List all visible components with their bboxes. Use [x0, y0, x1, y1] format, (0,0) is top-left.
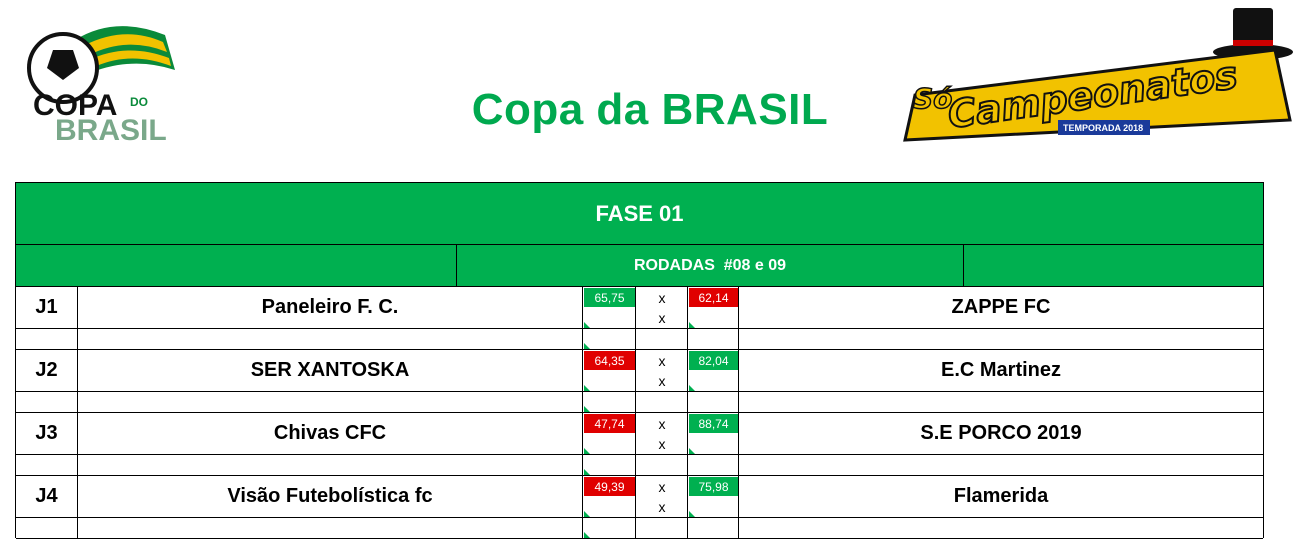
svg-text:BRASIL: BRASIL	[55, 114, 167, 145]
rounds-header-row: RODADAS #08 e 09	[16, 245, 1263, 287]
home-team: Paneleiro F. C.	[78, 287, 583, 329]
home-score: 47,74	[584, 414, 635, 433]
match-spacer	[16, 518, 78, 539]
away-team: E.C Martinez	[739, 350, 1263, 392]
away-team: Flamerida	[739, 476, 1263, 518]
match-id: J2	[16, 350, 78, 392]
cell-marker-icon	[689, 385, 695, 391]
away-score: 88,74	[689, 414, 738, 433]
cell-marker-icon	[584, 469, 590, 475]
svg-text:Só: Só	[913, 82, 952, 115]
copa-do-brasil-logo: COPA DO BRASIL	[15, 10, 230, 147]
versus-mark: x	[658, 290, 666, 306]
away-spacer	[739, 455, 1263, 476]
cell-marker-icon	[584, 322, 590, 328]
cell-marker-icon	[689, 448, 695, 454]
away-score-spacer	[688, 518, 739, 539]
separator-spacer	[636, 455, 688, 476]
cell-marker-icon	[584, 406, 590, 412]
cell-marker-icon	[584, 448, 590, 454]
versus-mark: x	[658, 499, 666, 515]
home-score-spacer	[583, 518, 636, 539]
page-title: Copa da BRASIL	[471, 85, 829, 134]
so-campeonatos-logo: Só Campeonatos TEMPORADA 2018	[895, 0, 1300, 160]
versus-mark: x	[658, 436, 666, 452]
versus-mark: x	[658, 479, 666, 495]
home-spacer	[78, 455, 583, 476]
svg-text:DO: DO	[130, 95, 148, 109]
home-score: 49,39	[584, 477, 635, 496]
away-score: 82,04	[689, 351, 738, 370]
away-score: 75,98	[689, 477, 738, 496]
cell-marker-icon	[689, 511, 695, 517]
versus-mark: x	[658, 373, 666, 389]
home-team: Chivas CFC	[78, 413, 583, 455]
cell-marker-icon	[584, 532, 590, 538]
separator-cell	[636, 287, 688, 329]
separator-cell	[636, 350, 688, 392]
home-score: 65,75	[584, 288, 635, 307]
home-score: 64,35	[584, 351, 635, 370]
match-id: J4	[16, 476, 78, 518]
match-id: J1	[16, 287, 78, 329]
away-score-spacer	[688, 392, 739, 413]
away-score-spacer	[688, 455, 739, 476]
away-score-spacer	[688, 329, 739, 350]
cell-marker-icon	[584, 511, 590, 517]
home-score-spacer	[583, 392, 636, 413]
rounds-header-right	[964, 245, 1263, 286]
home-team: SER XANTOSKA	[78, 350, 583, 392]
versus-mark: x	[658, 416, 666, 432]
away-team: ZAPPE FC	[739, 287, 1263, 329]
svg-text:TEMPORADA 2018: TEMPORADA 2018	[1063, 123, 1143, 133]
separator-spacer	[636, 392, 688, 413]
cell-marker-icon	[584, 343, 590, 349]
home-spacer	[78, 329, 583, 350]
versus-mark: x	[658, 353, 666, 369]
rounds-header: RODADAS #08 e 09	[457, 245, 964, 286]
separator-spacer	[636, 518, 688, 539]
separator-cell	[636, 413, 688, 455]
home-team: Visão Futebolística fc	[78, 476, 583, 518]
svg-text:COPA: COPA	[33, 89, 117, 122]
separator-cell	[636, 476, 688, 518]
versus-mark: x	[658, 310, 666, 326]
match-spacer	[16, 392, 78, 413]
separator-spacer	[636, 329, 688, 350]
home-spacer	[78, 392, 583, 413]
away-spacer	[739, 329, 1263, 350]
cell-marker-icon	[689, 322, 695, 328]
match-spacer	[16, 455, 78, 476]
home-score-spacer	[583, 455, 636, 476]
match-spacer	[16, 329, 78, 350]
away-team: S.E PORCO 2019	[739, 413, 1263, 455]
home-spacer	[78, 518, 583, 539]
rounds-header-left	[16, 245, 457, 286]
home-score-spacer	[583, 329, 636, 350]
away-score: 62,14	[689, 288, 738, 307]
cell-marker-icon	[584, 385, 590, 391]
match-id: J3	[16, 413, 78, 455]
away-spacer	[739, 518, 1263, 539]
bracket-table: FASE 01 RODADAS #08 e 09 J1 Paneleiro F. …	[15, 182, 1264, 539]
phase-header: FASE 01	[16, 183, 1263, 245]
away-spacer	[739, 392, 1263, 413]
